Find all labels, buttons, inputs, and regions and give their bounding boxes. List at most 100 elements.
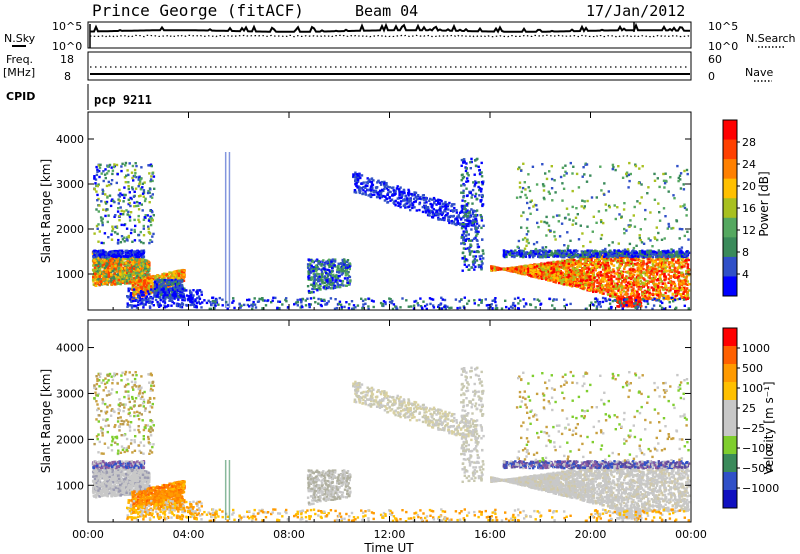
power-cell — [317, 261, 320, 265]
power-cell — [197, 295, 201, 298]
power-cell — [142, 266, 145, 269]
power-cell — [467, 264, 471, 267]
power-cell — [107, 236, 110, 239]
power-cell — [312, 290, 315, 294]
power-cell — [152, 282, 155, 286]
power-cell — [143, 290, 147, 293]
power-cell — [130, 171, 134, 174]
power-cell — [309, 283, 313, 286]
power-cell — [340, 268, 344, 271]
power-cell — [131, 240, 134, 243]
power-cell — [467, 246, 471, 250]
power-cell — [118, 199, 121, 202]
power-cell — [308, 276, 312, 280]
power-cell — [472, 209, 475, 212]
power-cell — [461, 251, 465, 254]
power-cell — [106, 165, 109, 168]
power-cell — [137, 178, 140, 181]
power-cell — [118, 219, 121, 222]
power-cell — [342, 284, 345, 287]
power-cell — [461, 199, 464, 202]
power-cell — [318, 275, 321, 278]
power-cell — [150, 288, 153, 291]
power-cell — [586, 259, 590, 262]
power-cell — [125, 280, 128, 283]
power-cell — [433, 213, 436, 216]
power-cell — [474, 227, 478, 230]
power-cell — [143, 216, 146, 219]
power-cell — [122, 257, 125, 260]
power-cell — [95, 190, 98, 193]
power-cell — [331, 287, 335, 290]
power-cell — [475, 234, 478, 237]
power-cell — [335, 275, 338, 278]
power-cell — [139, 279, 142, 282]
power-cell — [174, 292, 177, 295]
power-cell — [474, 210, 477, 213]
power-cell — [618, 266, 621, 270]
power-cell — [134, 274, 137, 277]
power-cell — [652, 276, 655, 279]
noise-search-trace — [89, 34, 691, 38]
power-cell — [463, 255, 466, 258]
power-cell — [329, 259, 332, 262]
power-cell — [176, 296, 179, 299]
power-cell — [463, 158, 466, 161]
power-cell — [469, 191, 472, 195]
power-cell — [132, 257, 135, 261]
power-cell — [96, 258, 99, 262]
power-cell — [118, 195, 121, 198]
power-cell — [139, 240, 143, 244]
power-cell — [107, 180, 110, 184]
power-cell — [102, 179, 105, 183]
power-cell — [118, 270, 122, 273]
power-cell — [431, 198, 434, 201]
power-cell — [482, 257, 485, 260]
power-cell — [465, 167, 468, 170]
power-cell — [364, 190, 367, 193]
power-cell — [148, 264, 151, 267]
power-cell — [481, 238, 484, 241]
power-cell — [151, 297, 154, 300]
power-cell — [157, 285, 161, 288]
power-cell — [466, 180, 470, 183]
power-cell — [168, 299, 171, 302]
power-cell — [200, 306, 203, 309]
power-cell — [95, 184, 98, 187]
power-cell — [472, 262, 475, 265]
power-cell — [95, 275, 98, 279]
power-cell — [310, 264, 313, 267]
power-cell — [118, 215, 121, 218]
power-cell — [477, 224, 481, 227]
power-cell — [108, 253, 111, 256]
power-cell — [167, 280, 171, 283]
power-cell — [311, 270, 314, 273]
power-cell — [117, 261, 121, 265]
power-cell — [470, 244, 473, 247]
power-cell — [133, 190, 136, 193]
power-cell — [114, 265, 117, 268]
power-cell — [140, 250, 143, 253]
power-cell — [337, 284, 341, 287]
power-cell — [108, 257, 111, 260]
power-cell — [437, 209, 440, 212]
power-cell — [95, 224, 99, 228]
power-cell — [138, 288, 141, 291]
power-cell — [133, 168, 137, 172]
power-cell — [148, 305, 152, 308]
noise-left-tick-top: 10^5 — [52, 20, 82, 33]
power-cell — [399, 200, 403, 203]
freq-right-tick-bottom: 0 — [708, 70, 715, 83]
power-cell — [325, 277, 328, 280]
power-cell — [424, 210, 428, 213]
power-cell — [480, 171, 483, 174]
power-cell — [323, 265, 327, 268]
power-cell — [96, 251, 100, 255]
power-cell — [109, 259, 112, 262]
power-cell — [460, 242, 463, 245]
power-cell — [176, 285, 179, 289]
power-cell — [361, 192, 364, 196]
power-cell — [115, 270, 118, 273]
power-cell — [173, 277, 176, 281]
